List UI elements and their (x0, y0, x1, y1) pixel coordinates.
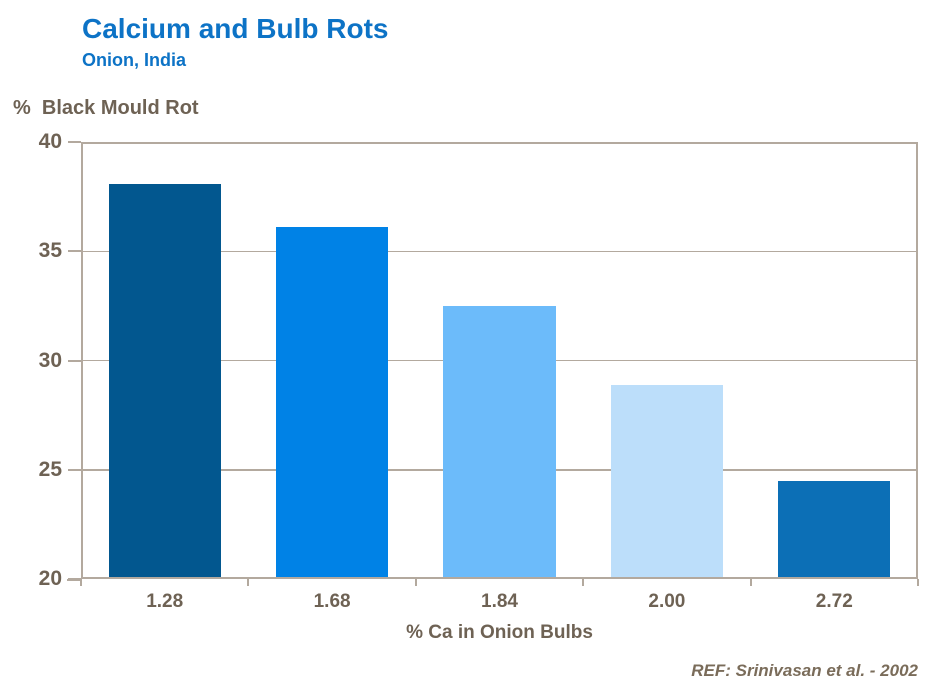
bar-1.68 (276, 227, 389, 577)
x-axis-title: % Ca in Onion Bulbs (406, 622, 593, 643)
bar-1.84 (443, 306, 556, 577)
x-axis-extension (67, 579, 81, 581)
x-axis-tick (582, 579, 585, 586)
plot-area (81, 142, 918, 579)
y-tick-label: 40 (38, 130, 62, 153)
reference-note: REF: Srinivasan et al. - 2002 (691, 661, 918, 680)
y-axis-tick (68, 468, 81, 471)
y-tick-label: 30 (38, 348, 62, 372)
y-axis-tick (68, 250, 81, 253)
y-tick-label: 25 (38, 457, 62, 481)
y-axis-tick (68, 141, 81, 143)
y-axis-tick (68, 359, 81, 362)
bar-2.72 (778, 480, 891, 577)
x-axis-tick (247, 579, 250, 586)
x-axis-tick (749, 579, 752, 586)
x-axis-tick (917, 579, 919, 586)
bar-2.00 (610, 384, 723, 577)
bar-1.28 (108, 183, 221, 577)
gridline (83, 250, 916, 252)
y-axis-title: % Black Mould Rot (13, 97, 199, 119)
x-tick-label: 2.00 (648, 591, 686, 612)
y-tick-label: 20 (38, 567, 62, 590)
chart-title: Calcium and Bulb Rots (82, 13, 389, 44)
y-tick-label: 35 (38, 239, 62, 263)
chart-subtitle: Onion, India (82, 50, 186, 70)
x-tick-label: 2.72 (815, 591, 853, 612)
x-axis-tick (80, 579, 82, 586)
x-tick-label: 1.84 (481, 591, 518, 612)
x-tick-label: 1.28 (146, 591, 184, 612)
x-tick-label: 1.68 (313, 591, 351, 612)
x-axis-tick (414, 579, 417, 586)
